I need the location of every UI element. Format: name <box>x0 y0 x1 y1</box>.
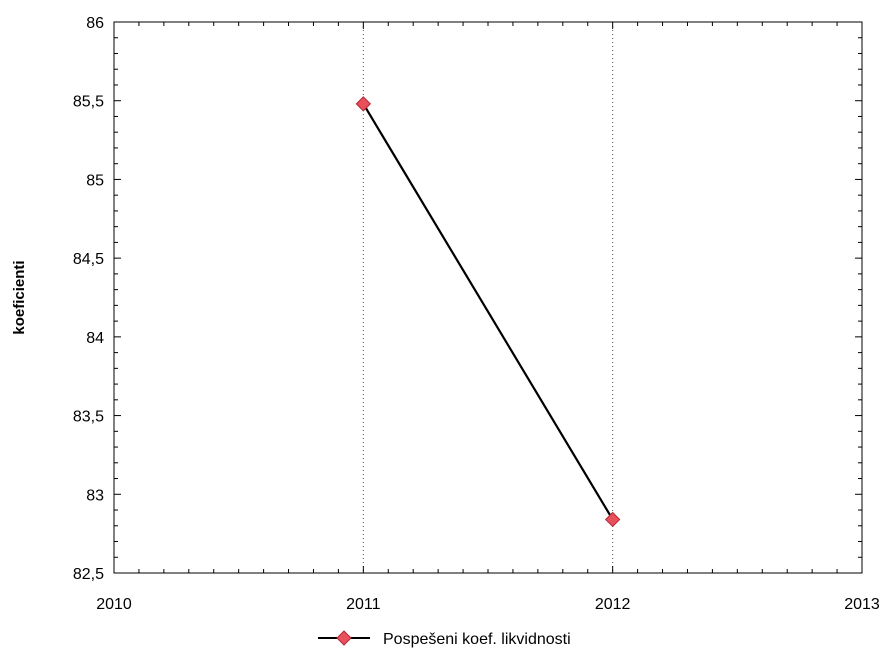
grid-layer <box>362 22 614 573</box>
x-tick-label: 2013 <box>844 596 880 613</box>
x-tick-label: 2012 <box>595 596 631 613</box>
y-tick-label: 83 <box>86 487 104 504</box>
y-tick-label: 85,5 <box>73 94 104 111</box>
y-tick-label: 85 <box>86 172 104 189</box>
y-tick-label: 82,5 <box>73 566 104 583</box>
x-tick-label: 2010 <box>96 596 132 613</box>
y-axis-title: koeficienti <box>11 260 28 334</box>
legend-diamond-marker <box>336 630 352 646</box>
plot-area <box>113 21 863 574</box>
y-tick-label: 86 <box>86 15 104 32</box>
y-tick-label: 83,5 <box>73 409 104 426</box>
tick-layer <box>113 21 863 574</box>
y-tick-label: 84,5 <box>73 251 104 268</box>
series-layer <box>355 96 621 528</box>
series-line <box>362 103 614 521</box>
legend-entry-label: Pospešeni koef. likvidnosti <box>383 631 571 648</box>
data-point-marker <box>604 511 621 528</box>
x-tick-label: 2011 <box>346 596 381 613</box>
data-point-marker <box>355 96 372 112</box>
label-layer: 2010 2011 2012 2013 82,5 83 83,5 84 84,5 85 85,5 86 <box>73 15 880 613</box>
legend: Pospešeni koef. likvidnosti <box>318 630 571 648</box>
y-tick-label: 84 <box>86 330 104 347</box>
